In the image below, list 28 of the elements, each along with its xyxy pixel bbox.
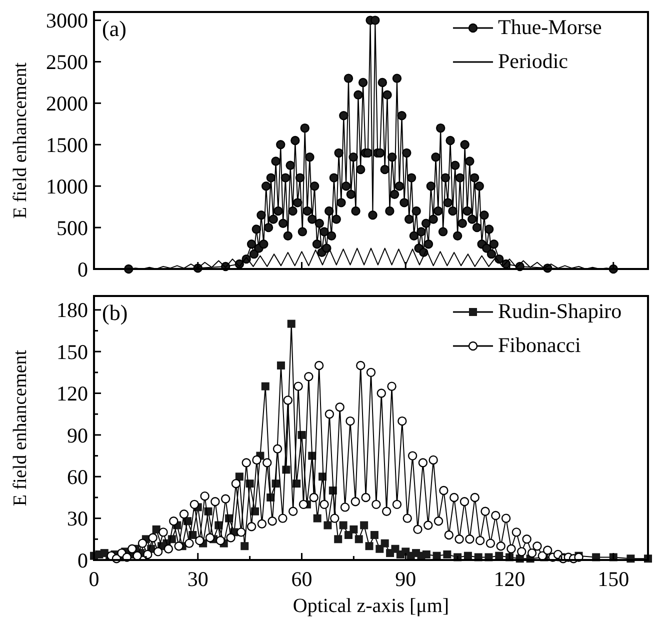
x-tick-label: 120 [494,567,526,591]
x-tick-label: 30 [187,567,208,591]
x-tick-label: 150 [598,567,630,591]
x-tick-label: 90 [395,567,416,591]
y-tick-label: 180 [56,298,88,322]
y-tick-label: 2000 [46,92,88,116]
y-tick-label: 500 [56,216,88,240]
y-tick-label: 150 [56,340,88,364]
y-tick-label: 1500 [46,132,88,157]
legend-label: Periodic [498,49,568,73]
x-axis-title: Optical z-axis [μm] [292,595,450,617]
y-tick-label: 0 [78,257,88,282]
y-tick-label: 30 [67,506,88,531]
y-axis-title: E field enhancement [10,349,31,506]
y-tick-label: 1000 [46,174,88,198]
legend-label: Thue-Morse [498,15,602,39]
legend-label: Fibonacci [498,333,581,357]
y-tick-label: 60 [67,464,88,489]
y-tick-label: 2500 [46,50,88,74]
y-tick-label: 120 [56,382,88,406]
y-tick-label: 90 [67,423,88,448]
y-tick-label: 0 [78,548,88,572]
legend-label: Rudin-Shapiro [498,299,622,323]
annotation: (a) [102,16,126,41]
y-axis-title: E field enhancement [10,62,31,219]
annotation: (b) [102,300,128,325]
x-tick-label: 60 [291,567,312,591]
y-tick-label: 3000 [46,8,88,33]
